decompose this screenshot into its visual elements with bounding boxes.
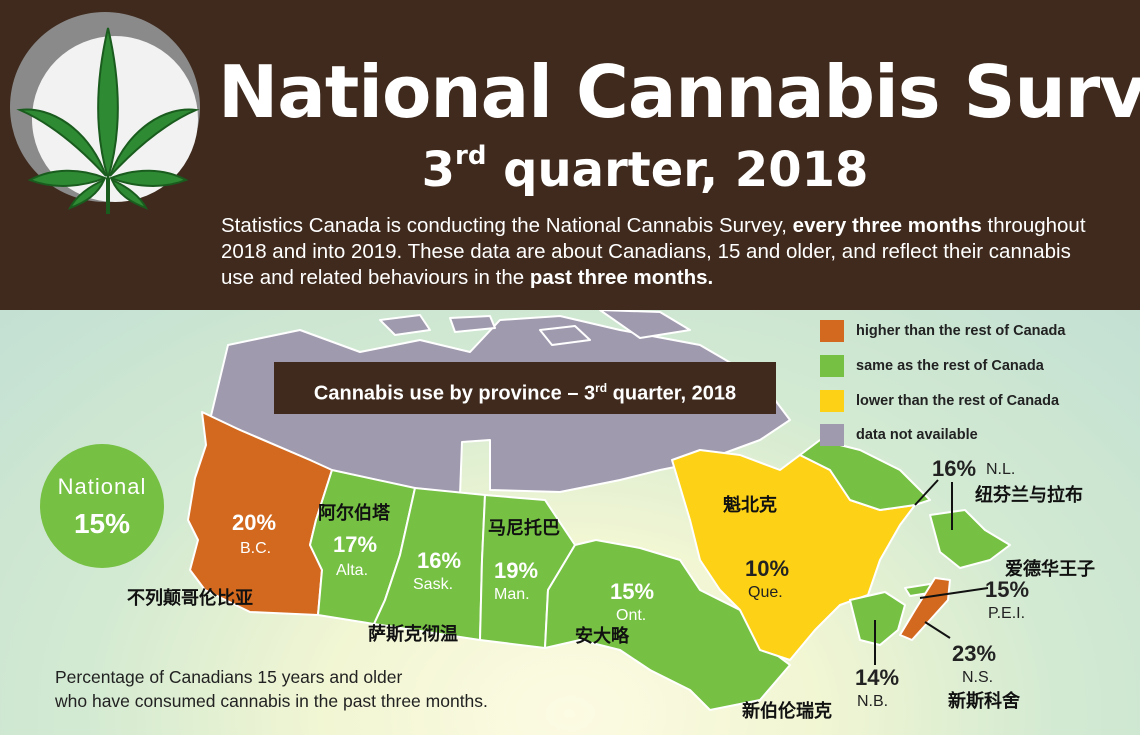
ns-percent: 23% [952, 641, 997, 666]
region-bc [187, 411, 333, 616]
legend-item-lower: lower than the rest of Canada [820, 388, 1120, 414]
sk-abbr: Sask. [413, 576, 454, 593]
nl-abbr: N.L. [986, 461, 1016, 478]
ns-leader [924, 621, 951, 639]
legend-swatch-same [820, 355, 844, 377]
pe-chinese-name: 爱德华王子 [1005, 559, 1095, 580]
legend-item-higher: higher than the rest of Canada [820, 318, 1120, 344]
ab-percent: 17% [333, 532, 378, 557]
qc-chinese-name: 魁北克 [723, 495, 777, 516]
pe-percent: 15% [985, 577, 1030, 602]
legend-swatch-lower [820, 390, 844, 412]
legend-swatch-higher [820, 320, 844, 342]
pe-leader [919, 587, 989, 599]
nl-percent: 16% [932, 456, 977, 481]
intro-text: Statistics Canada is conducting the Nati… [221, 214, 1086, 289]
qc-percent: 10% [745, 556, 790, 581]
mb-chinese-name: 马尼托巴 [488, 518, 560, 539]
bc-chinese-name: 不列颠哥伦比亚 [127, 588, 253, 609]
nb-abbr: N.B. [857, 693, 889, 710]
nl-leader-1 [914, 479, 939, 506]
page-title: National Cannabis Survey [218, 50, 1140, 134]
legend-item-na: data not available [820, 422, 1120, 448]
footnote: Percentage of Canadians 15 years and old… [55, 667, 488, 711]
page-subtitle: 3rd quarter, 2018 [421, 141, 869, 198]
national-badge: National 15% [40, 444, 164, 568]
pe-abbr: P.E.I. [988, 605, 1026, 622]
header: National Cannabis Survey 3rd quarter, 20… [0, 0, 1140, 310]
nb-chinese-name: 新伯伦瑞克 [742, 701, 832, 722]
ab-chinese-name: 阿尔伯塔 [318, 503, 390, 524]
ns-abbr: N.S. [962, 669, 994, 686]
nl-chinese-name: 纽芬兰与拉布 [975, 485, 1083, 506]
cannabis-leaf-icon [16, 27, 200, 214]
nb-percent: 14% [855, 665, 900, 690]
national-label: National [57, 474, 147, 499]
ab-abbr: Alta. [336, 562, 369, 579]
qc-abbr: Que. [748, 584, 783, 601]
sk-percent: 16% [417, 548, 462, 573]
region-qc [671, 449, 916, 661]
ns-chinese-name: 新斯科舍 [948, 691, 1020, 712]
region-nb [849, 591, 906, 646]
region-on [544, 539, 791, 711]
on-chinese-name: 安大略 [575, 626, 629, 647]
bc-percent: 20% [232, 510, 277, 535]
legend-swatch-na [820, 424, 844, 446]
legend-item-same: same as the rest of Canada [820, 353, 1120, 379]
mb-abbr: Man. [494, 586, 530, 603]
mb-percent: 19% [494, 558, 539, 583]
arctic-islands [379, 310, 691, 346]
national-value: 15% [73, 508, 131, 539]
bc-abbr: B.C. [240, 540, 272, 557]
on-percent: 15% [610, 579, 655, 604]
region-ns [899, 577, 951, 641]
region-nl-island [929, 509, 1011, 569]
map-banner: Cannabis use by province – 3rd quarter, … [274, 362, 776, 414]
sk-chinese-name: 萨斯克彻温 [368, 624, 458, 645]
on-abbr: Ont. [616, 607, 647, 624]
